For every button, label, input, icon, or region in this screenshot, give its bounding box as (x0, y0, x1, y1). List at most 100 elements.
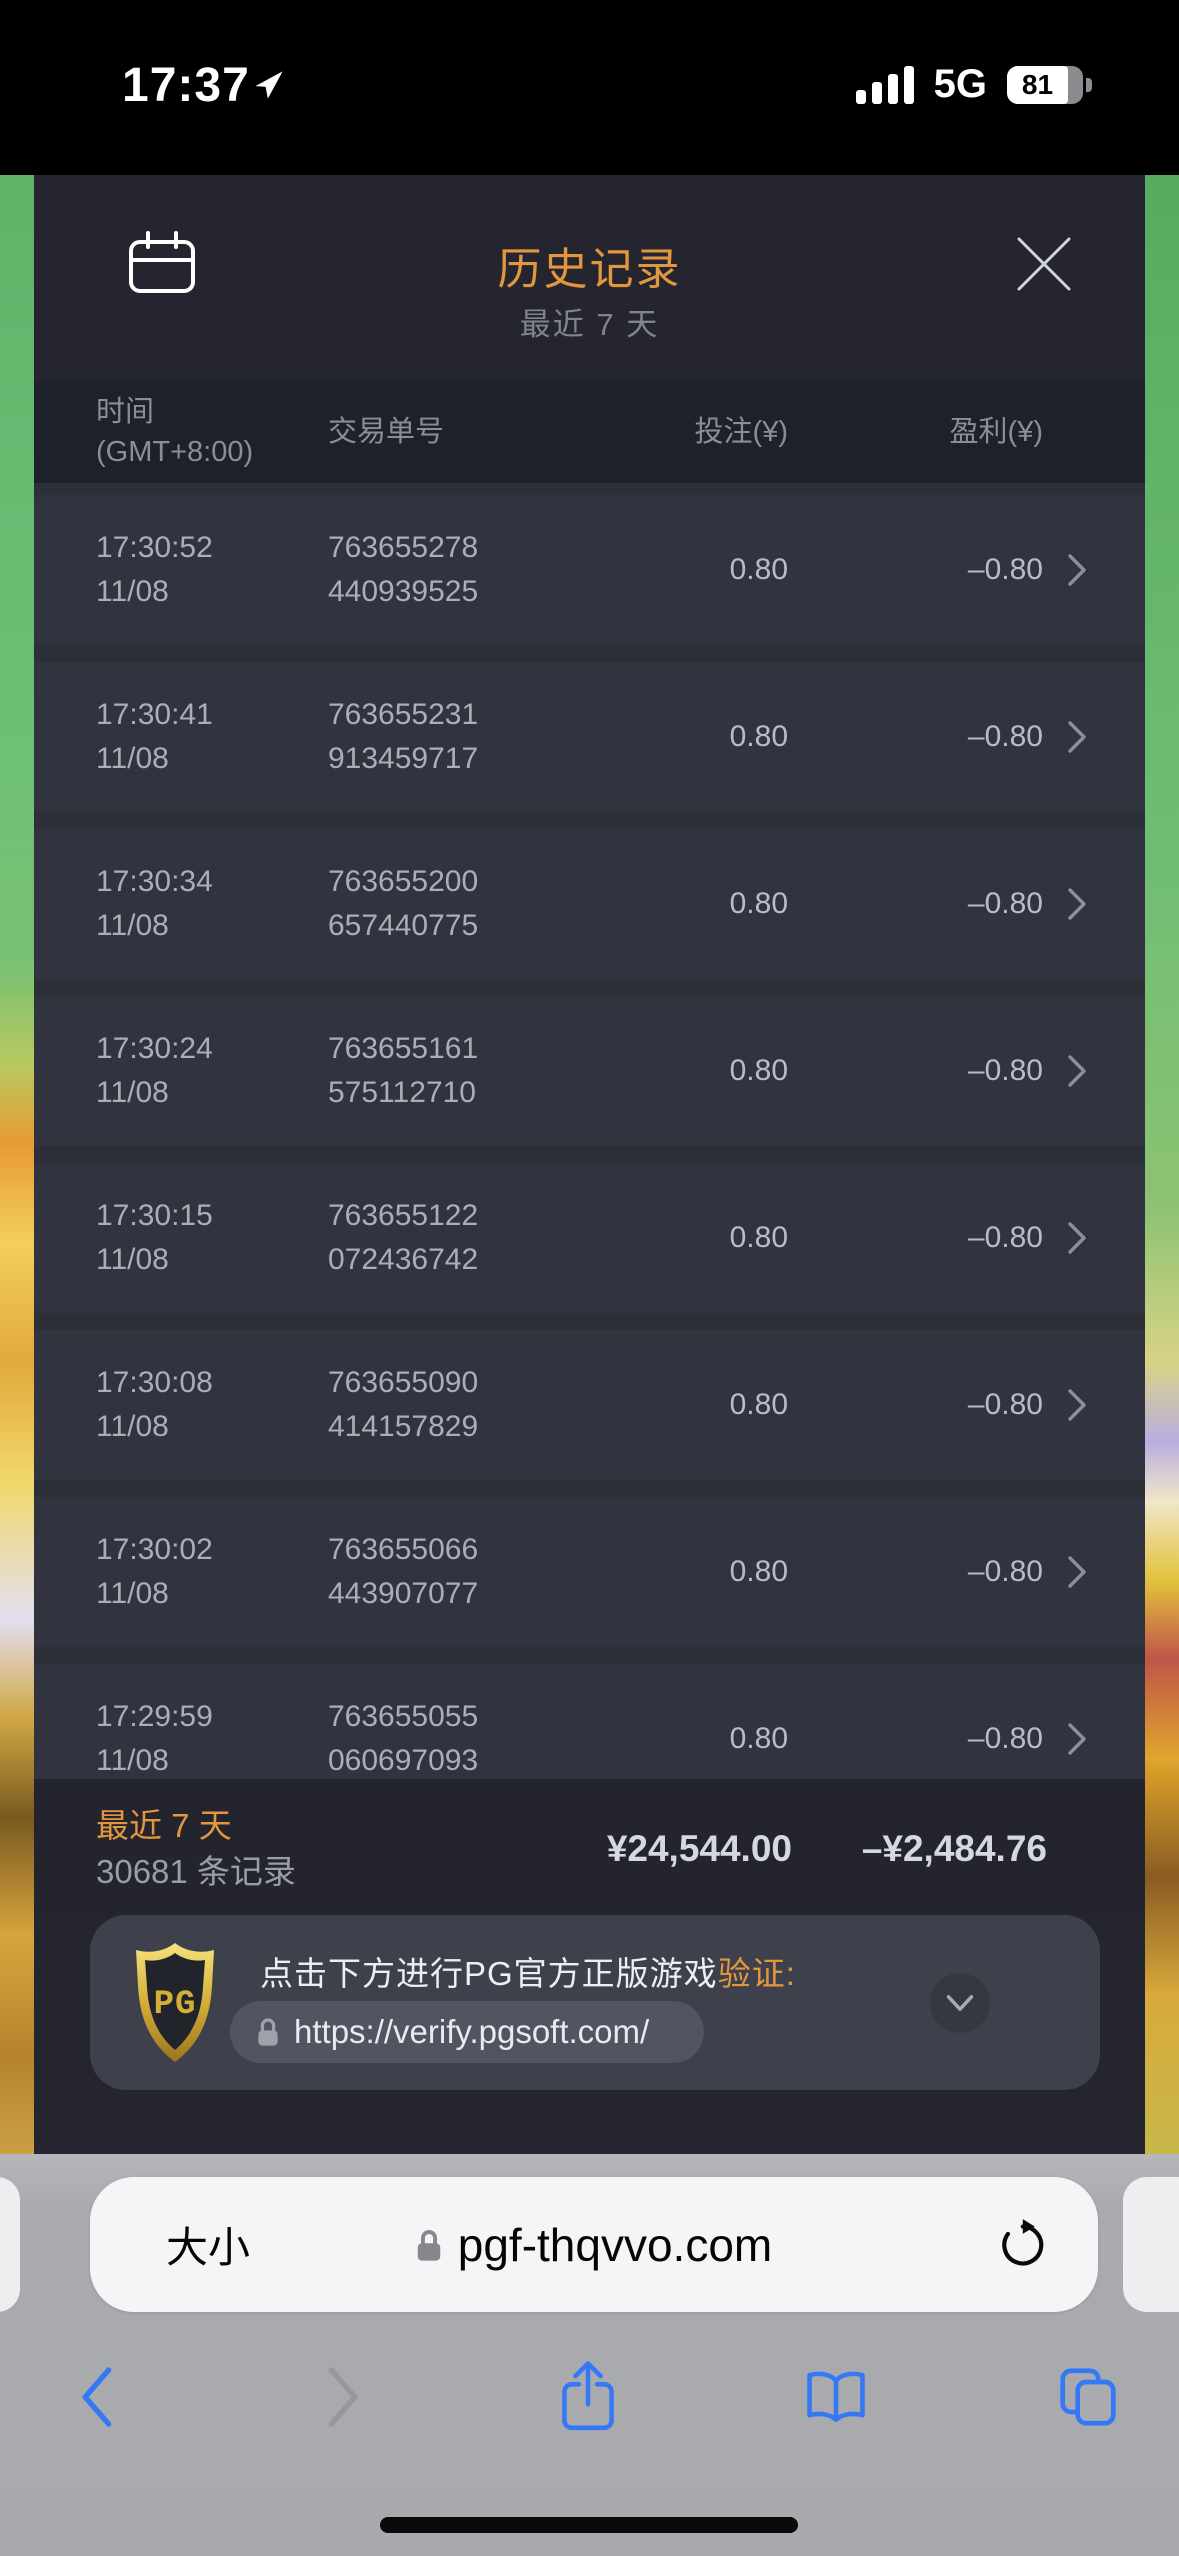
row-profit: –0.80 (967, 1054, 1043, 1087)
summary-record-count: 30681 条记录 (96, 1853, 296, 1890)
table-row[interactable]: 17:30:34 11/08 763655200 657440775 0.80 … (34, 829, 1145, 979)
summary-total-profit: –¥2,484.76 (861, 1828, 1047, 1869)
banner-text: 点击下方进行PG官方正版游戏验证: (260, 1955, 796, 1992)
chevron-right-icon (1043, 1054, 1087, 1088)
reload-icon[interactable] (978, 2177, 1062, 2312)
summary-total-bet: ¥24,544.00 (606, 1828, 792, 1869)
row-bet: 0.80 (729, 553, 788, 586)
location-arrow-icon (252, 68, 286, 102)
summary-left: 最近 7 天 30681 条记录 (96, 1803, 604, 1895)
table-row[interactable]: 17:30:24 11/08 763655161 575112710 0.80 … (34, 996, 1145, 1146)
row-profit: –0.80 (967, 553, 1043, 586)
verify-url: https://verify.pgsoft.com/ (294, 2013, 650, 2050)
close-icon[interactable] (1013, 233, 1075, 295)
home-indicator[interactable] (380, 2517, 798, 2533)
chevron-right-icon (1043, 1388, 1087, 1422)
col-header-order: 交易单号 (328, 416, 445, 448)
bookmarks-icon[interactable] (776, 2352, 896, 2442)
back-button[interactable] (36, 2352, 156, 2442)
verify-link[interactable]: 验证: (717, 1955, 796, 1992)
network-type-label: 5G (933, 62, 987, 106)
row-bet: 0.80 (729, 1722, 788, 1755)
row-profit: –0.80 (967, 1388, 1043, 1421)
history-modal: 历史记录 最近 7 天 时间 (GMT+8:00) 交易单号 投注(¥) 盈利(… (34, 175, 1145, 2154)
chevron-right-icon (1043, 720, 1087, 754)
col-header-time: 时间 (GMT+8:00) (96, 396, 254, 468)
table-header: 时间 (GMT+8:00) 交易单号 投注(¥) 盈利(¥) (34, 381, 1145, 483)
battery-icon: 81 (1007, 65, 1092, 104)
row-profit: –0.80 (967, 1221, 1043, 1254)
col-header-bet: 投注(¥) (694, 416, 788, 448)
row-time: 17:30:34 11/08 (96, 865, 213, 942)
row-bet: 0.80 (729, 1221, 788, 1254)
row-order-number: 763655122 072436742 (328, 1199, 479, 1276)
row-order-number: 763655066 443907077 (328, 1533, 479, 1610)
game-background-left (0, 175, 34, 2154)
row-bet: 0.80 (729, 1054, 788, 1087)
previous-tab-stub[interactable] (0, 2177, 20, 2312)
date-range-label: 最近 7 天 (519, 307, 660, 342)
share-icon[interactable] (528, 2352, 648, 2442)
url-domain: pgf-thqvvo.com (457, 2218, 773, 2271)
forward-button (284, 2352, 404, 2442)
row-profit: –0.80 (967, 1555, 1043, 1588)
status-bar: 17:37 5G 81 (0, 0, 1179, 175)
row-time: 17:30:41 11/08 (96, 698, 213, 775)
chevron-right-icon (1043, 553, 1087, 587)
table-row[interactable]: 17:30:15 11/08 763655122 072436742 0.80 … (34, 1163, 1145, 1313)
row-profit: –0.80 (967, 720, 1043, 753)
next-tab-stub[interactable] (1123, 2177, 1179, 2312)
pg-verify-banner: PG 点击下方进行PG官方正版游戏验证: https://verify.pgso… (90, 1915, 1100, 2090)
row-time: 17:30:08 11/08 (96, 1366, 213, 1443)
table-row[interactable]: 17:30:08 11/08 763655090 414157829 0.80 … (34, 1330, 1145, 1480)
chevron-down-icon[interactable] (930, 1973, 990, 2033)
navigation-toolbar (0, 2352, 1179, 2442)
row-order-number: 763655231 913459717 (328, 698, 479, 775)
row-order-number: 763655055 060697093 (328, 1700, 479, 1777)
table-row[interactable]: 17:30:52 11/08 763655278 440939525 0.80 … (34, 495, 1145, 645)
chevron-right-icon (1043, 1722, 1087, 1756)
table-row[interactable]: 17:30:41 11/08 763655231 913459717 0.80 … (34, 662, 1145, 812)
clock: 17:37 (122, 59, 250, 112)
calendar-icon[interactable] (127, 229, 197, 295)
domain-group: pgf-thqvvo.com (90, 2177, 1098, 2312)
summary-bar: 最近 7 天 30681 条记录 ¥24,544.00 –¥2,484.76 (34, 1779, 1145, 1919)
page-settings-button[interactable]: 大小 (166, 2224, 251, 2271)
chevron-right-icon (1043, 887, 1087, 921)
row-order-number: 763655278 440939525 (328, 531, 479, 608)
row-bet: 0.80 (729, 887, 788, 920)
svg-text:PG: PG (154, 1986, 197, 2024)
row-order-number: 763655090 414157829 (328, 1366, 479, 1443)
page-title: 历史记录 (497, 245, 682, 294)
cellular-signal-icon (855, 65, 914, 104)
chevron-right-icon (1043, 1221, 1087, 1255)
row-profit: –0.80 (967, 887, 1043, 920)
chevron-right-icon (1043, 1555, 1087, 1589)
row-profit: –0.80 (967, 1722, 1043, 1755)
pg-shield-logo: PG (132, 1941, 218, 2065)
history-list: 17:30:52 11/08 763655278 440939525 0.80 … (34, 483, 1145, 1779)
row-bet: 0.80 (729, 720, 788, 753)
row-time: 17:30:02 11/08 (96, 1533, 213, 1610)
table-row[interactable]: 17:29:59 11/08 763655055 060697093 0.80 … (34, 1664, 1145, 1779)
row-order-number: 763655161 575112710 (328, 1032, 479, 1109)
row-bet: 0.80 (729, 1388, 788, 1421)
lock-icon (417, 2229, 441, 2261)
row-time: 17:30:52 11/08 (96, 531, 213, 608)
row-time: 17:30:15 11/08 (96, 1199, 213, 1276)
col-header-profit: 盈利(¥) (949, 416, 1043, 448)
summary-range: 最近 7 天 (96, 1807, 232, 1844)
address-bar[interactable]: 大小 pgf-thqvvo.com (90, 2177, 1098, 2312)
tabs-icon[interactable] (1028, 2352, 1148, 2442)
row-time: 17:29:59 11/08 (96, 1700, 213, 1777)
status-bar-right: 5G 81 (855, 62, 1092, 107)
lock-icon (258, 2018, 278, 2046)
battery-percent: 81 (1021, 68, 1054, 100)
row-time: 17:30:24 11/08 (96, 1032, 213, 1109)
row-bet: 0.80 (729, 1555, 788, 1588)
table-row[interactable]: 17:30:02 11/08 763655066 443907077 0.80 … (34, 1497, 1145, 1647)
safari-bottom-bar: 大小 pgf-thqvvo.com (0, 2154, 1179, 2556)
verify-url-pill[interactable]: https://verify.pgsoft.com/ (230, 2001, 704, 2063)
game-background-right (1145, 175, 1179, 2154)
